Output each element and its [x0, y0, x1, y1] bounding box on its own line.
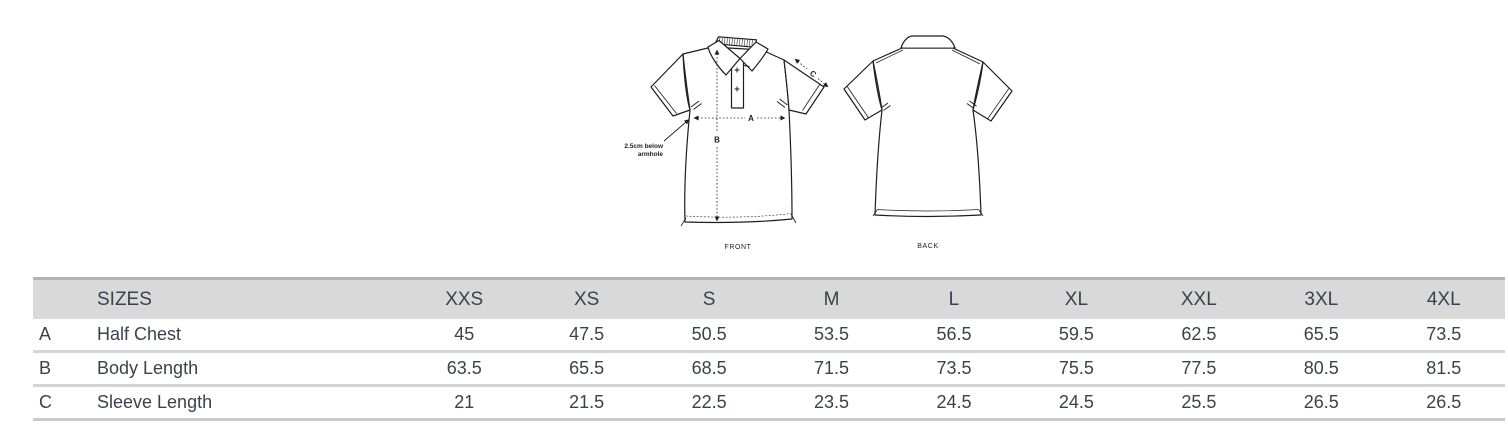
cell-value: 26.5: [1382, 384, 1505, 418]
size-table-grid: SIZES XXS XS S M L XL XXL 3XL 4XL A Half…: [33, 280, 1505, 418]
polo-shirt-drawing: A B C 2.5cm below armhole FRONT: [624, 35, 1013, 251]
back-view-label: BACK: [917, 243, 938, 250]
row-letter: A: [39, 324, 52, 344]
cell-value: 47.5: [569, 324, 605, 344]
header-letter-cell: [33, 280, 85, 319]
annotation-line1: 2.5cm below: [624, 143, 664, 150]
cell-value: 77.5: [1137, 350, 1261, 386]
size-table: SIZES XXS XS S M L XL XXL 3XL 4XL A Half…: [33, 277, 1505, 421]
annotation-line2: armhole: [638, 151, 664, 158]
collar-left: [707, 39, 741, 76]
cell-value: 65.5: [525, 350, 648, 386]
front-right-sleeve: [783, 59, 825, 115]
back-left-cuff-line: [846, 86, 869, 118]
cell-value: 65.5: [1303, 324, 1339, 344]
garment-diagram: A B C 2.5cm below armhole FRONT: [590, 25, 1040, 260]
cell-value: 68.5: [647, 350, 771, 386]
cell-value: 73.5: [892, 350, 1016, 386]
collar-right: [739, 41, 769, 72]
row-letter: B: [33, 350, 85, 386]
back-body: [872, 47, 984, 218]
cell-value: 23.5: [770, 384, 893, 418]
front-left-cuff-line: [654, 85, 677, 114]
dim-a-label: A: [748, 114, 754, 123]
cell-value: 62.5: [1181, 324, 1217, 344]
cell-value: 21.5: [525, 384, 648, 418]
cell-value: 63.5: [403, 350, 526, 386]
header-sizes-title: SIZES: [85, 280, 403, 319]
back-right-cuff-line: [987, 88, 1010, 119]
front-view-label: FRONT: [724, 244, 751, 251]
back-left-notch: [880, 102, 891, 111]
header-size-xl: XL: [1015, 280, 1138, 319]
table-row-sleeve-length: C Sleeve Length 21 21.5 22.5 23.5 24.5 2…: [33, 384, 1505, 418]
cell-value: 50.5: [691, 324, 727, 344]
front-hem-stitch: [685, 213, 792, 218]
table-row-half-chest: A Half Chest 45 47.5 50.5 53.5 56.5 59.5…: [33, 319, 1505, 352]
front-dimension-lines: [663, 49, 829, 222]
front-hem-vents: [680, 213, 797, 227]
cell-value: 75.5: [1015, 350, 1138, 386]
front-left-sleeve: [650, 53, 691, 117]
header-size-m: M: [770, 280, 893, 319]
dim-c-line-top: [794, 58, 808, 70]
back-shirt: [843, 35, 1013, 218]
table-row-body-length: B Body Length 63.5 65.5 68.5 71.5 73.5 7…: [33, 350, 1505, 386]
header-size-s: S: [647, 280, 771, 319]
front-shirt: [650, 36, 825, 227]
front-right-notch: [776, 98, 788, 108]
row-label: Half Chest: [97, 324, 182, 344]
back-right-notch: [966, 100, 977, 109]
back-right-sleeve: [972, 61, 1013, 122]
cell-value: 45: [454, 324, 475, 344]
back-left-sleeve: [843, 60, 883, 121]
placket-buttons: [734, 67, 740, 92]
header-size-l: L: [892, 280, 1016, 319]
cell-value: 81.5: [1382, 350, 1505, 386]
cell-value: 24.5: [892, 384, 1016, 418]
header-size-4xl: 4XL: [1382, 280, 1505, 319]
row-letter: C: [33, 384, 85, 418]
back-collar: [900, 35, 956, 49]
dim-c-label: C: [808, 69, 818, 80]
back-hem-vents: [872, 209, 984, 217]
back-hem-stitch: [876, 209, 980, 212]
cell-value: 22.5: [647, 384, 771, 418]
dim-b-label: B: [714, 136, 720, 145]
cell-value: 21: [403, 384, 526, 418]
header-size-xxl: XXL: [1137, 280, 1261, 319]
row-label: Body Length: [85, 350, 403, 386]
cell-value: 26.5: [1260, 384, 1383, 418]
cell-value: 59.5: [1058, 324, 1094, 344]
collar-band: [714, 36, 758, 48]
cell-value: 24.5: [1015, 384, 1138, 418]
cell-value: 71.5: [770, 350, 893, 386]
header-size-xs: XS: [525, 280, 648, 319]
row-label: Sleeve Length: [85, 384, 403, 418]
dim-c-line-bottom: [817, 78, 829, 88]
cell-value: 73.5: [1426, 324, 1462, 344]
annotation-arrow: [663, 119, 690, 142]
collar-buttonhole: [743, 65, 750, 67]
header-size-3xl: 3XL: [1260, 280, 1383, 319]
cell-value: 25.5: [1137, 384, 1261, 418]
table-header-row: SIZES XXS XS S M L XL XXL 3XL 4XL: [33, 280, 1505, 319]
cell-value: 56.5: [936, 324, 972, 344]
front-right-cuff-line: [802, 83, 821, 111]
cell-value: 80.5: [1260, 350, 1383, 386]
front-left-notch: [690, 100, 702, 110]
cell-value: 53.5: [814, 324, 850, 344]
header-size-xxs: XXS: [403, 280, 526, 319]
back-shoulder-seams: [875, 49, 981, 65]
